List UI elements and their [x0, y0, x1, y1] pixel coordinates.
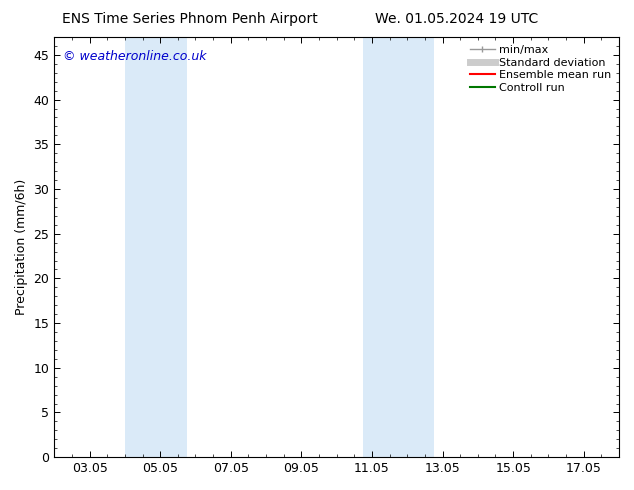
- Text: ENS Time Series Phnom Penh Airport: ENS Time Series Phnom Penh Airport: [62, 12, 318, 26]
- Bar: [363, 37, 434, 457]
- Bar: [125, 37, 186, 457]
- Text: We. 01.05.2024 19 UTC: We. 01.05.2024 19 UTC: [375, 12, 538, 26]
- Y-axis label: Precipitation (mm/6h): Precipitation (mm/6h): [15, 179, 28, 315]
- Legend: min/max, Standard deviation, Ensemble mean run, Controll run: min/max, Standard deviation, Ensemble me…: [468, 43, 614, 96]
- Text: © weatheronline.co.uk: © weatheronline.co.uk: [63, 49, 206, 63]
